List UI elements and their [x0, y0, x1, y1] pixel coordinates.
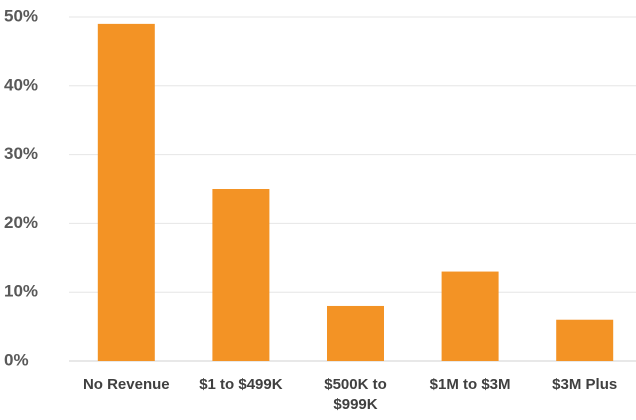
y-tick-label: 50%: [4, 6, 38, 25]
bar: [441, 271, 499, 361]
y-tick-label: 10%: [4, 282, 38, 301]
x-tick-label: $3M Plus: [552, 376, 618, 393]
y-tick-label: 0%: [4, 350, 29, 369]
x-tick-label: $1M to $3M: [429, 376, 511, 393]
bar: [212, 189, 270, 361]
y-tick-label: 20%: [4, 213, 38, 232]
y-tick-label: 40%: [4, 75, 38, 94]
x-tick-label: $1 to $499K: [199, 376, 283, 393]
bar: [97, 23, 155, 361]
bar: [556, 319, 614, 361]
y-tick-label: 30%: [4, 144, 38, 163]
bar: [327, 305, 384, 361]
x-tick-label: No Revenue: [82, 376, 170, 393]
x-tick-label: $500K to $999K: [324, 376, 387, 413]
